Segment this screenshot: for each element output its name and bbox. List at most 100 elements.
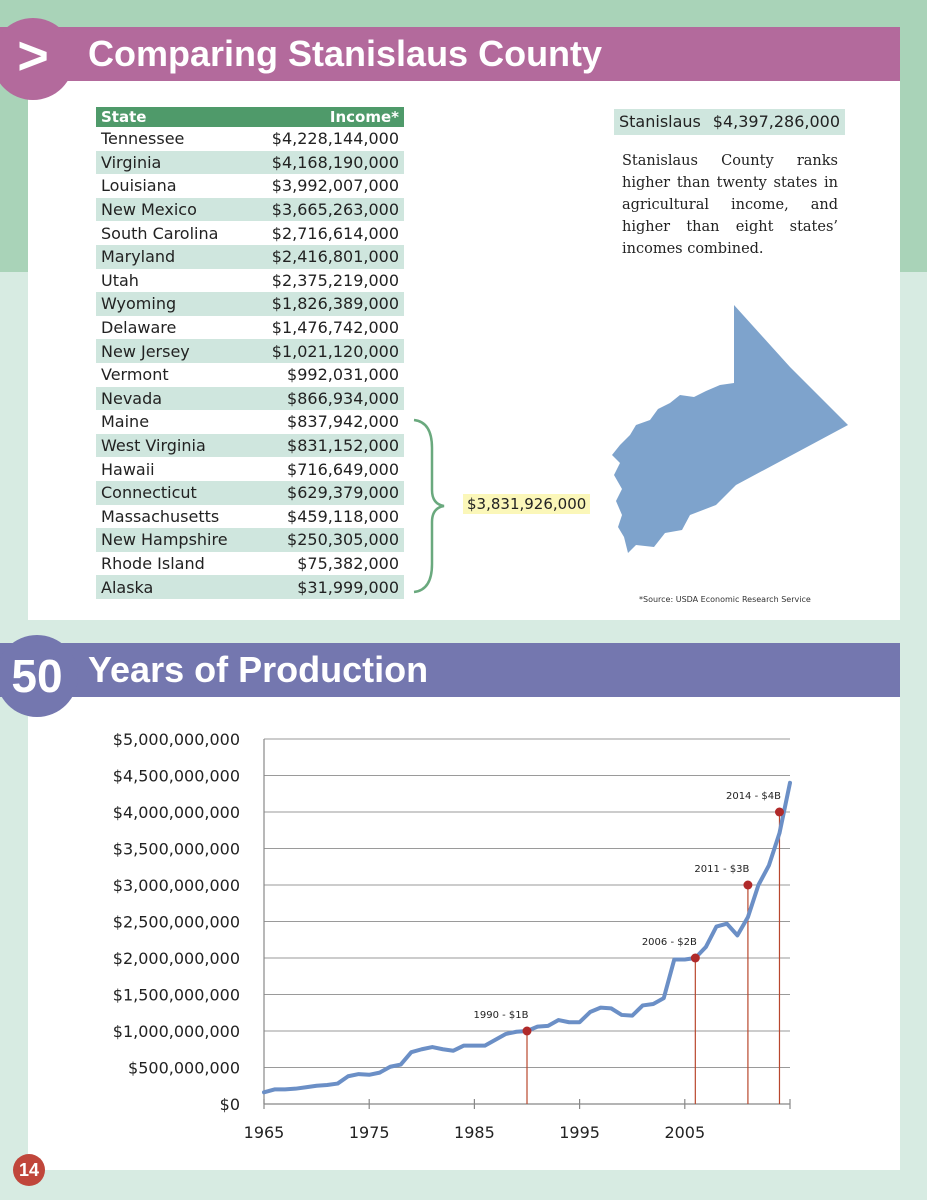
table-row: New Mexico $3,665,263,000 bbox=[96, 197, 404, 222]
state-income: $2,416,801,000 bbox=[249, 244, 404, 269]
y-tick-label: $5,000,000,000 bbox=[113, 730, 240, 749]
milestone-label: 2006 - $2B bbox=[642, 937, 697, 948]
stanislaus-value: $4,397,286,000 bbox=[712, 112, 840, 131]
stanislaus-income-box: Stanislaus $4,397,286,000 bbox=[614, 109, 845, 135]
state-income: $250,305,000 bbox=[249, 528, 404, 552]
state-income: $629,379,000 bbox=[249, 480, 404, 505]
table-row: Utah $2,375,219,000 bbox=[96, 269, 404, 293]
table-row: Massachusetts $459,118,000 bbox=[96, 505, 404, 529]
milestone-marker bbox=[743, 880, 753, 890]
table-row: Alaska $31,999,000 bbox=[96, 575, 404, 599]
table-row: West Virginia $831,152,000 bbox=[96, 433, 404, 458]
state-income: $2,716,614,000 bbox=[271, 223, 399, 243]
table-row: Delaware $1,476,742,000 bbox=[96, 316, 404, 340]
x-tick-label: 1995 bbox=[559, 1123, 600, 1142]
table-row: South Carolina $2,716,614,000 bbox=[96, 221, 404, 245]
state-name: Maine bbox=[101, 412, 150, 432]
x-tick-label: 1985 bbox=[454, 1123, 495, 1142]
state-name: Maryland bbox=[96, 244, 250, 269]
milestone-marker bbox=[522, 1026, 532, 1036]
y-tick-label: $4,500,000,000 bbox=[113, 767, 240, 786]
stanislaus-county-map bbox=[612, 305, 848, 553]
state-income: $2,375,219,000 bbox=[271, 270, 399, 290]
state-name: Louisiana bbox=[101, 176, 177, 196]
curly-brace-icon bbox=[413, 418, 445, 594]
state-name: Virginia bbox=[96, 150, 250, 175]
milestone-label: 1990 - $1B bbox=[474, 1010, 529, 1021]
state-income: $992,031,000 bbox=[287, 365, 399, 385]
page-number: 14 bbox=[13, 1154, 45, 1186]
y-tick-label: $2,500,000,000 bbox=[113, 913, 240, 932]
state-name: Delaware bbox=[101, 318, 177, 338]
income-column-header: Income* bbox=[249, 107, 404, 127]
table-row: Connecticut $629,379,000 bbox=[96, 480, 404, 505]
table-row: New Jersey $1,021,120,000 bbox=[96, 339, 404, 363]
table-row: Hawaii $716,649,000 bbox=[96, 457, 404, 481]
state-name: Alaska bbox=[96, 575, 250, 599]
state-name: Vermont bbox=[101, 365, 169, 385]
section-title-production: Years of Production bbox=[0, 643, 900, 697]
combined-income-total: $3,831,926,000 bbox=[463, 494, 591, 514]
state-name: South Carolina bbox=[101, 223, 219, 243]
state-name: Hawaii bbox=[101, 459, 155, 479]
y-tick-label: $3,500,000,000 bbox=[113, 840, 240, 859]
y-tick-label: $500,000,000 bbox=[128, 1059, 240, 1078]
state-income: $459,118,000 bbox=[287, 506, 399, 526]
state-name: Rhode Island bbox=[101, 553, 205, 573]
chart-panel bbox=[28, 690, 900, 1170]
stanislaus-label: Stanislaus bbox=[619, 112, 701, 131]
x-tick-label: 1975 bbox=[349, 1123, 390, 1142]
y-tick-label: $0 bbox=[220, 1095, 240, 1114]
state-income: $837,942,000 bbox=[287, 412, 399, 432]
state-income: $31,999,000 bbox=[249, 575, 404, 599]
source-note: *Source: USDA Economic Research Service bbox=[639, 595, 811, 604]
y-tick-label: $1,500,000,000 bbox=[113, 986, 240, 1005]
state-name: Wyoming bbox=[96, 292, 250, 316]
state-name: Utah bbox=[101, 270, 139, 290]
arrow-badge: > bbox=[0, 18, 74, 100]
milestone-label: 2011 - $3B bbox=[694, 864, 749, 875]
table-row: Louisiana $3,992,007,000 bbox=[96, 174, 404, 198]
state-column-header: State bbox=[96, 107, 250, 127]
state-income-table: State Income* Tennessee $4,228,144,000 Vir… bbox=[96, 107, 404, 599]
table-row: Virginia $4,168,190,000 bbox=[96, 150, 404, 175]
state-income: $1,476,742,000 bbox=[271, 318, 399, 338]
state-name: New Mexico bbox=[96, 197, 250, 222]
state-income: $831,152,000 bbox=[249, 433, 404, 458]
table-row: Maryland $2,416,801,000 bbox=[96, 244, 404, 269]
y-tick-label: $4,000,000,000 bbox=[113, 803, 240, 822]
state-income: $716,649,000 bbox=[287, 459, 399, 479]
ranking-description: Stanislaus County ranks higher than twen… bbox=[622, 153, 838, 257]
table-row: New Hampshire $250,305,000 bbox=[96, 528, 404, 552]
state-income: $3,665,263,000 bbox=[249, 197, 404, 222]
table-row: Wyoming $1,826,389,000 bbox=[96, 292, 404, 316]
table-row: Vermont $992,031,000 bbox=[96, 363, 404, 387]
fifty-badge: 50 bbox=[0, 635, 78, 717]
x-tick-label: 1965 bbox=[244, 1123, 285, 1142]
table-row: Rhode Island $75,382,000 bbox=[96, 552, 404, 576]
state-income: $4,168,190,000 bbox=[249, 150, 404, 175]
state-income: $1,021,120,000 bbox=[249, 339, 404, 363]
y-tick-label: $1,000,000,000 bbox=[113, 1022, 240, 1041]
state-name: Connecticut bbox=[96, 480, 250, 505]
table-row: Nevada $866,934,000 bbox=[96, 386, 404, 411]
state-name: Massachusetts bbox=[101, 506, 220, 526]
state-income: $4,228,144,000 bbox=[271, 129, 399, 149]
state-name: Tennessee bbox=[101, 129, 185, 149]
state-income: $1,826,389,000 bbox=[249, 292, 404, 316]
y-tick-label: $3,000,000,000 bbox=[113, 876, 240, 895]
state-name: New Hampshire bbox=[96, 528, 250, 552]
state-income: $3,992,007,000 bbox=[271, 176, 399, 196]
state-name: West Virginia bbox=[96, 433, 250, 458]
state-income: $75,382,000 bbox=[297, 553, 399, 573]
table-row: Maine $837,942,000 bbox=[96, 410, 404, 434]
table-row: Tennessee $4,228,144,000 bbox=[96, 127, 404, 151]
section-title-comparing: Comparing Stanislaus County bbox=[0, 27, 900, 81]
y-tick-label: $2,000,000,000 bbox=[113, 949, 240, 968]
milestone-label: 2014 - $4B bbox=[726, 791, 781, 802]
state-name: New Jersey bbox=[96, 339, 250, 363]
milestone-marker bbox=[774, 807, 784, 817]
milestone-marker bbox=[690, 953, 700, 963]
state-name: Nevada bbox=[96, 386, 250, 411]
